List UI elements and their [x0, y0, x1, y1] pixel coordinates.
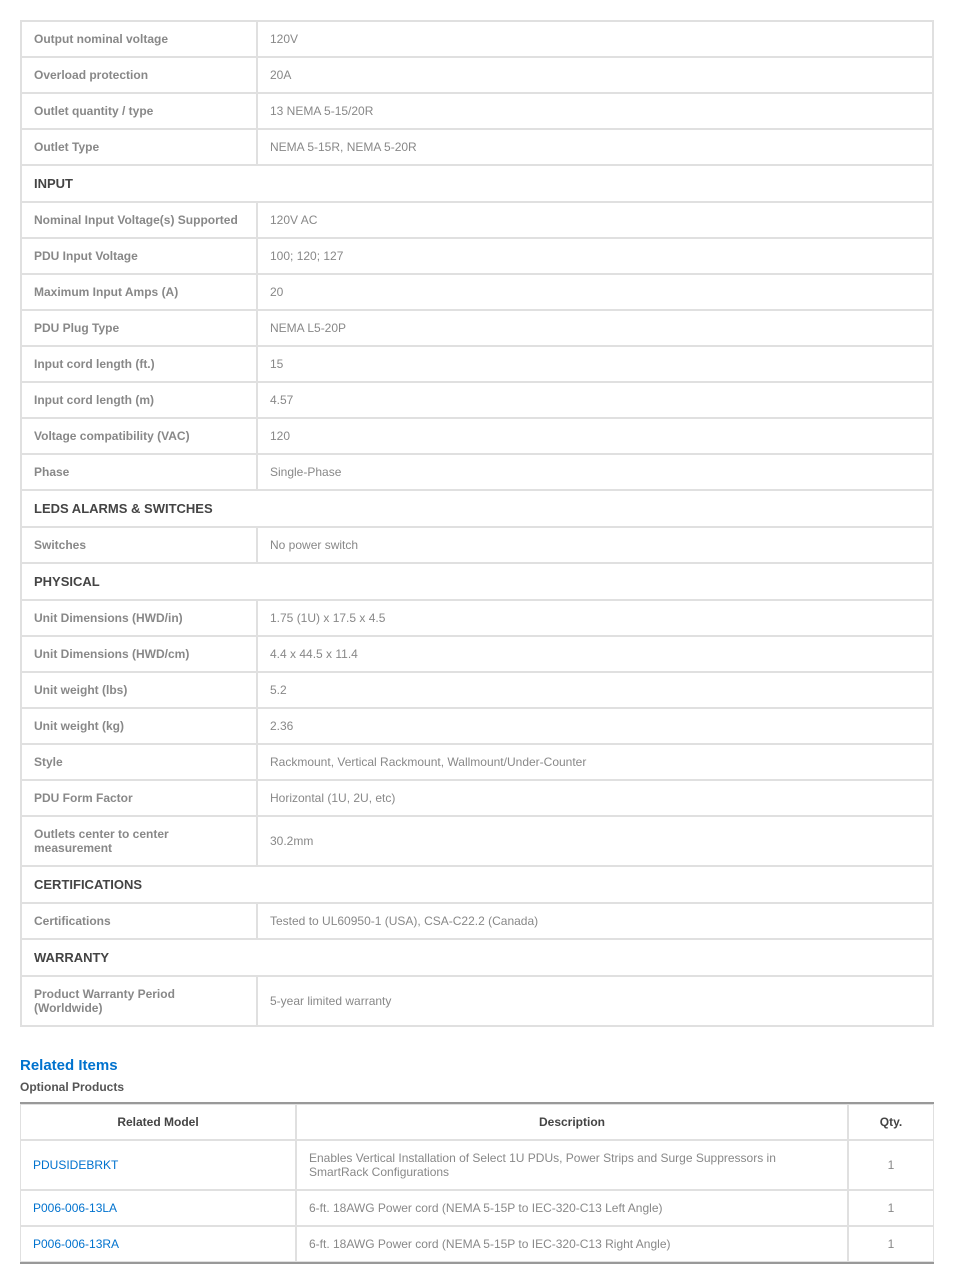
spec-row: Voltage compatibility (VAC)120: [21, 418, 933, 454]
spec-row: Unit weight (lbs)5.2: [21, 672, 933, 708]
related-qty: 1: [848, 1190, 934, 1226]
related-qty: 1: [848, 1226, 934, 1262]
spec-value: NEMA L5-20P: [257, 310, 933, 346]
spec-label: Unit Dimensions (HWD/cm): [21, 636, 257, 672]
optional-products-heading: Optional Products: [20, 1080, 934, 1094]
related-items-table: Related Model Description Qty. PDUSIDEBR…: [20, 1102, 934, 1264]
spec-value: 13 NEMA 5-15/20R: [257, 93, 933, 129]
spec-label: Style: [21, 744, 257, 780]
spec-row: Input cord length (m)4.57: [21, 382, 933, 418]
related-items-heading: Related Items: [20, 1057, 934, 1074]
section-header-label: PHYSICAL: [21, 563, 933, 600]
related-model-link[interactable]: P006-006-13LA: [33, 1201, 117, 1215]
related-model-cell: P006-006-13LA: [20, 1190, 296, 1226]
spec-label: Outlets center to center measurement: [21, 816, 257, 866]
spec-label: Phase: [21, 454, 257, 490]
related-row: P006-006-13LA 6-ft. 18AWG Power cord (NEM…: [20, 1190, 934, 1226]
section-header-label: INPUT: [21, 165, 933, 202]
spec-value: 15: [257, 346, 933, 382]
spec-label: PDU Form Factor: [21, 780, 257, 816]
spec-value: 1.75 (1U) x 17.5 x 4.5: [257, 600, 933, 636]
column-header-qty: Qty.: [848, 1104, 934, 1140]
section-header: PHYSICAL: [21, 563, 933, 600]
spec-value: 5.2: [257, 672, 933, 708]
related-description: 6-ft. 18AWG Power cord (NEMA 5-15P to IE…: [296, 1226, 848, 1262]
section-header-label: CERTIFICATIONS: [21, 866, 933, 903]
spec-label: Nominal Input Voltage(s) Supported: [21, 202, 257, 238]
section-header: LEDS ALARMS & SWITCHES: [21, 490, 933, 527]
spec-label: Certifications: [21, 903, 257, 939]
spec-row: Input cord length (ft.)15: [21, 346, 933, 382]
related-row: P006-006-13RA 6-ft. 18AWG Power cord (NEM…: [20, 1226, 934, 1262]
spec-value: 4.57: [257, 382, 933, 418]
column-header-description: Description: [296, 1104, 848, 1140]
spec-row: Outlets center to center measurement30.2…: [21, 816, 933, 866]
spec-row: CertificationsTested to UL60950-1 (USA),…: [21, 903, 933, 939]
spec-label: Unit weight (kg): [21, 708, 257, 744]
section-header-label: WARRANTY: [21, 939, 933, 976]
spec-label: Switches: [21, 527, 257, 563]
spec-value: 120V AC: [257, 202, 933, 238]
spec-label: Unit weight (lbs): [21, 672, 257, 708]
spec-table: Output nominal voltage120VOverload prote…: [20, 20, 934, 1027]
spec-value: NEMA 5-15R, NEMA 5-20R: [257, 129, 933, 165]
spec-value: No power switch: [257, 527, 933, 563]
spec-label: Overload protection: [21, 57, 257, 93]
spec-row: Unit weight (kg)2.36: [21, 708, 933, 744]
spec-value: 120V: [257, 21, 933, 57]
spec-label: Unit Dimensions (HWD/in): [21, 600, 257, 636]
related-qty: 1: [848, 1140, 934, 1190]
section-header-label: LEDS ALARMS & SWITCHES: [21, 490, 933, 527]
spec-label: Product Warranty Period (Worldwide): [21, 976, 257, 1026]
related-description: Enables Vertical Installation of Select …: [296, 1140, 848, 1190]
related-table-header-row: Related Model Description Qty.: [20, 1104, 934, 1140]
spec-label: Output nominal voltage: [21, 21, 257, 57]
spec-row: SwitchesNo power switch: [21, 527, 933, 563]
spec-label: Outlet Type: [21, 129, 257, 165]
spec-value: 120: [257, 418, 933, 454]
spec-value: Single-Phase: [257, 454, 933, 490]
spec-row: Maximum Input Amps (A)20: [21, 274, 933, 310]
spec-value: 2.36: [257, 708, 933, 744]
spec-row: StyleRackmount, Vertical Rackmount, Wall…: [21, 744, 933, 780]
column-header-model: Related Model: [20, 1104, 296, 1140]
spec-row: PhaseSingle-Phase: [21, 454, 933, 490]
spec-row: Overload protection20A: [21, 57, 933, 93]
spec-value: 5-year limited warranty: [257, 976, 933, 1026]
spec-value: 20: [257, 274, 933, 310]
spec-row: Unit Dimensions (HWD/in)1.75 (1U) x 17.5…: [21, 600, 933, 636]
spec-row: PDU Plug TypeNEMA L5-20P: [21, 310, 933, 346]
spec-label: Input cord length (ft.): [21, 346, 257, 382]
spec-value: 20A: [257, 57, 933, 93]
section-header: CERTIFICATIONS: [21, 866, 933, 903]
spec-row: Product Warranty Period (Worldwide)5-yea…: [21, 976, 933, 1026]
related-row: PDUSIDEBRKT Enables Vertical Installation…: [20, 1140, 934, 1190]
spec-value: 30.2mm: [257, 816, 933, 866]
spec-value: Rackmount, Vertical Rackmount, Wallmount…: [257, 744, 933, 780]
spec-label: Voltage compatibility (VAC): [21, 418, 257, 454]
spec-value: 100; 120; 127: [257, 238, 933, 274]
spec-row: Nominal Input Voltage(s) Supported120V A…: [21, 202, 933, 238]
section-header: WARRANTY: [21, 939, 933, 976]
spec-value: Tested to UL60950-1 (USA), CSA-C22.2 (Ca…: [257, 903, 933, 939]
spec-label: PDU Input Voltage: [21, 238, 257, 274]
spec-label: Input cord length (m): [21, 382, 257, 418]
section-header: INPUT: [21, 165, 933, 202]
spec-row: Outlet quantity / type13 NEMA 5-15/20R: [21, 93, 933, 129]
spec-row: Output nominal voltage120V: [21, 21, 933, 57]
spec-label: Maximum Input Amps (A): [21, 274, 257, 310]
related-model-cell: P006-006-13RA: [20, 1226, 296, 1262]
spec-row: Outlet TypeNEMA 5-15R, NEMA 5-20R: [21, 129, 933, 165]
spec-row: Unit Dimensions (HWD/cm)4.4 x 44.5 x 11.…: [21, 636, 933, 672]
spec-value: 4.4 x 44.5 x 11.4: [257, 636, 933, 672]
spec-label: PDU Plug Type: [21, 310, 257, 346]
related-model-link[interactable]: PDUSIDEBRKT: [33, 1158, 118, 1172]
spec-row: PDU Input Voltage100; 120; 127: [21, 238, 933, 274]
related-model-link[interactable]: P006-006-13RA: [33, 1237, 119, 1251]
spec-label: Outlet quantity / type: [21, 93, 257, 129]
spec-row: PDU Form FactorHorizontal (1U, 2U, etc): [21, 780, 933, 816]
related-description: 6-ft. 18AWG Power cord (NEMA 5-15P to IE…: [296, 1190, 848, 1226]
related-model-cell: PDUSIDEBRKT: [20, 1140, 296, 1190]
spec-value: Horizontal (1U, 2U, etc): [257, 780, 933, 816]
